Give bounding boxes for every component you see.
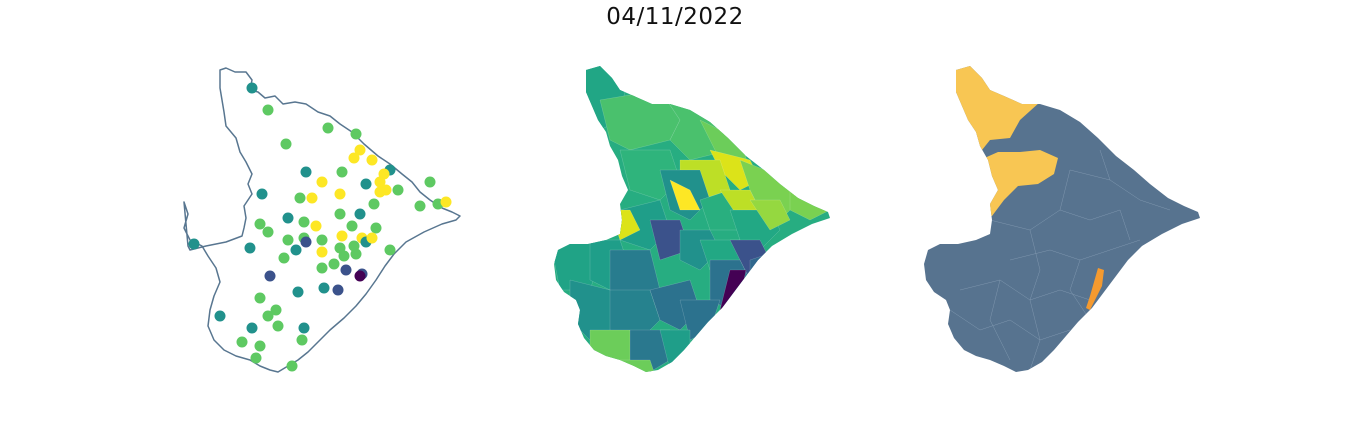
- municipality-point: [354, 270, 366, 282]
- municipality-point: [214, 310, 226, 322]
- municipality-point: [338, 250, 350, 262]
- municipality-point: [246, 82, 258, 94]
- municipality-point: [188, 238, 200, 250]
- municipality-point: [244, 242, 256, 254]
- municipality-point: [346, 220, 358, 232]
- municipality-point: [278, 252, 290, 264]
- municipality-point: [246, 322, 258, 334]
- municipality-point: [262, 310, 274, 322]
- municipality-point: [374, 186, 386, 198]
- municipality-point: [306, 192, 318, 204]
- municipality-point: [354, 144, 366, 156]
- municipality-point: [294, 192, 306, 204]
- municipality-point: [300, 166, 312, 178]
- municipality-point: [340, 264, 352, 276]
- municipality-point: [298, 322, 310, 334]
- coastal-highlight: [1086, 268, 1104, 310]
- points-map-svg: [183, 67, 461, 373]
- points-map-panel: [180, 60, 500, 390]
- municipality-boundaries: [949, 149, 1171, 371]
- municipality-point: [336, 166, 348, 178]
- choropleth-map-panel: [550, 60, 870, 390]
- municipality-point: [366, 232, 378, 244]
- municipality-point: [262, 226, 274, 238]
- municipality-point: [272, 320, 284, 332]
- municipality-point: [310, 220, 322, 232]
- municipality-point: [366, 154, 378, 166]
- figure-title: 04/11/2022: [606, 4, 744, 30]
- municipality-point: [334, 188, 346, 200]
- municipality-point: [292, 286, 304, 298]
- municipality-point: [332, 284, 344, 296]
- municipality-point: [350, 248, 362, 260]
- municipality-point: [440, 196, 452, 208]
- choropleth-map-svg: [554, 66, 830, 372]
- municipality-point: [336, 230, 348, 242]
- municipality-point: [254, 292, 266, 304]
- municipality-point: [270, 304, 282, 316]
- municipality-point: [316, 176, 328, 188]
- municipality-point: [348, 152, 360, 164]
- municipality-point: [316, 262, 328, 274]
- municipality-point: [374, 176, 386, 188]
- municipality-point: [300, 236, 312, 248]
- municipality-point: [254, 218, 266, 230]
- municipality-point: [328, 258, 340, 270]
- municipality-point: [264, 270, 276, 282]
- municipality-point: [250, 352, 262, 364]
- municipality-point: [370, 222, 382, 234]
- categorical-map-svg: [924, 66, 1200, 372]
- municipality-point: [360, 178, 372, 190]
- municipality-point: [254, 340, 266, 352]
- municipality-point: [368, 198, 380, 210]
- categorical-map-panel: [920, 60, 1240, 390]
- municipality-point: [354, 208, 366, 220]
- municipality-point: [282, 234, 294, 246]
- municipality-point: [334, 208, 346, 220]
- municipality-point: [322, 122, 334, 134]
- municipality-point: [424, 176, 436, 188]
- state-outline: [183, 67, 461, 373]
- municipality-point: [350, 128, 362, 140]
- municipality-point: [384, 244, 396, 256]
- municipality-point: [392, 184, 404, 196]
- municipality-point: [280, 138, 292, 150]
- municipality-point: [316, 234, 328, 246]
- municipality-point: [414, 200, 426, 212]
- municipality-point: [256, 188, 268, 200]
- municipality-point: [290, 244, 302, 256]
- municipality-point: [296, 334, 308, 346]
- municipality-polygon: [749, 199, 791, 231]
- municipality-point: [286, 360, 298, 372]
- municipality-polygon: [669, 179, 701, 211]
- municipality-point: [318, 282, 330, 294]
- municipality-point: [262, 104, 274, 116]
- municipality-point: [236, 336, 248, 348]
- municipality-point: [282, 212, 294, 224]
- municipality-point: [298, 216, 310, 228]
- municipality-point: [316, 246, 328, 258]
